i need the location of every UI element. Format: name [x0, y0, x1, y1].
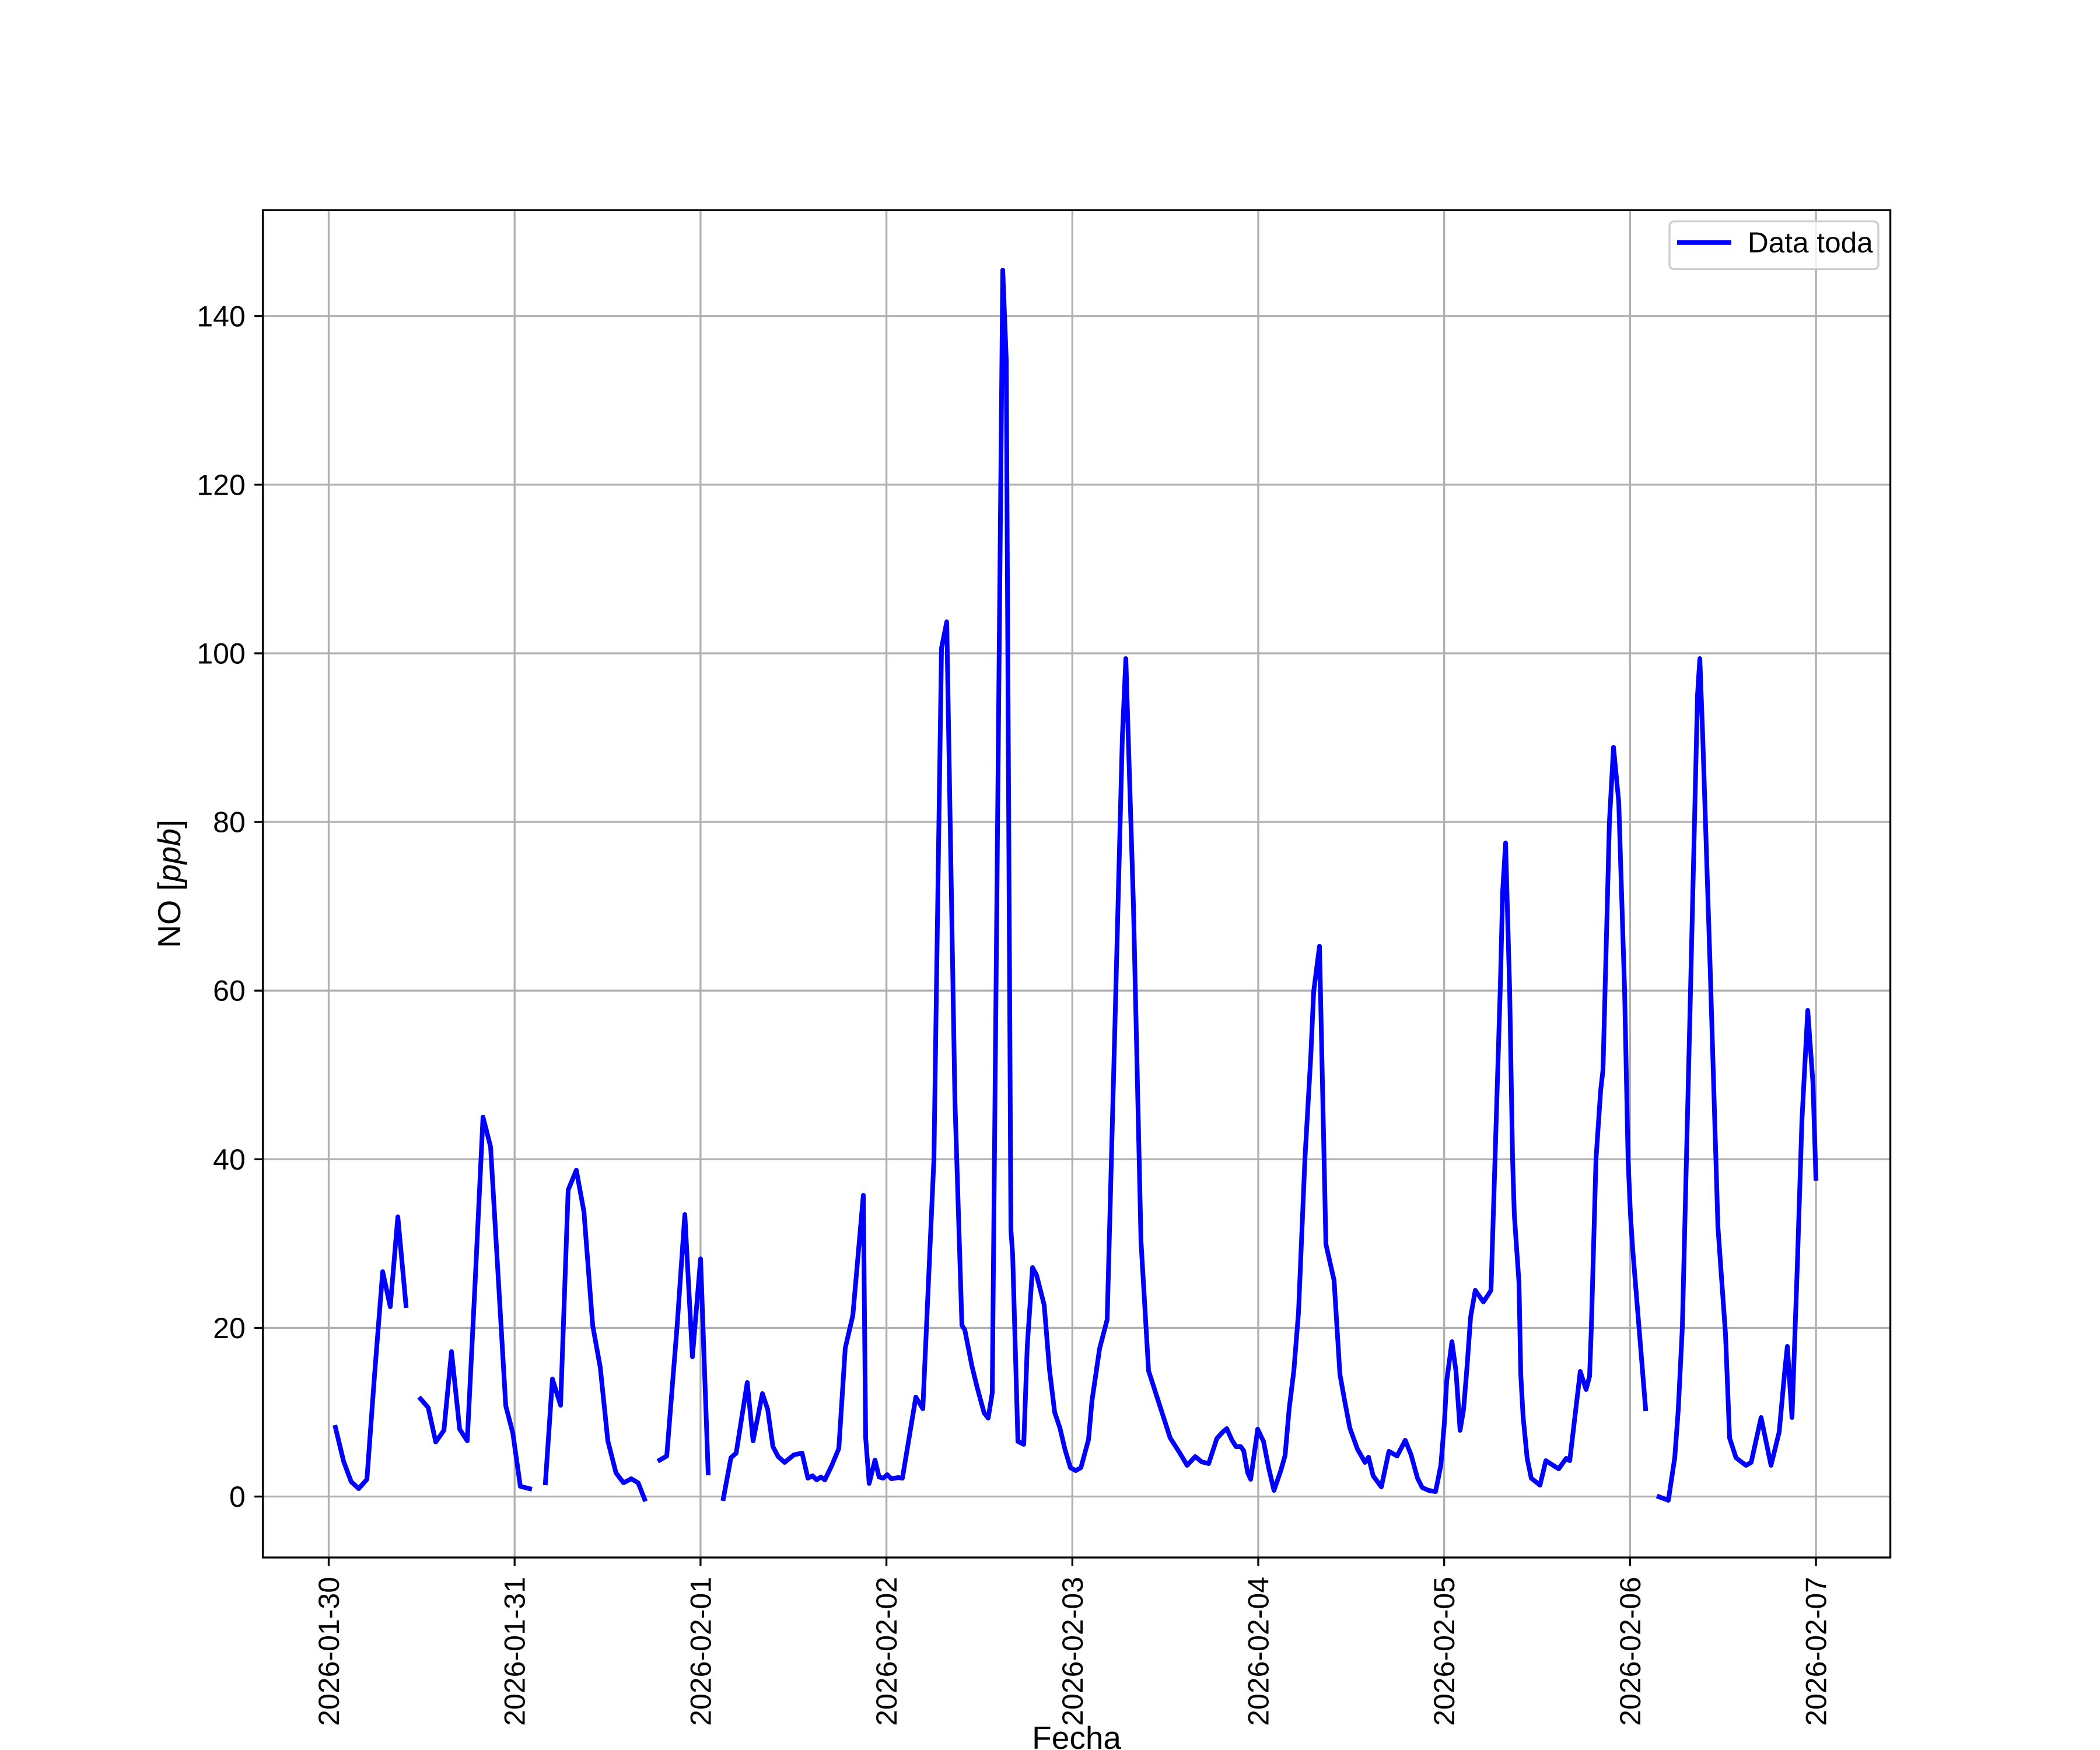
svg-text:20: 20: [213, 1312, 246, 1345]
svg-text:140: 140: [197, 300, 245, 332]
svg-text:2026-02-06: 2026-02-06: [1614, 1577, 1647, 1726]
svg-text:2026-02-05: 2026-02-05: [1428, 1577, 1461, 1726]
svg-text:80: 80: [213, 806, 246, 839]
svg-text:Fecha: Fecha: [1032, 1720, 1121, 1750]
svg-text:2026-02-03: 2026-02-03: [1056, 1577, 1089, 1726]
svg-text:100: 100: [197, 638, 245, 670]
svg-text:120: 120: [197, 468, 245, 501]
svg-text:2026-02-02: 2026-02-02: [870, 1577, 903, 1726]
svg-text:60: 60: [213, 975, 246, 1007]
svg-text:2026-02-07: 2026-02-07: [1800, 1577, 1833, 1726]
svg-text:2026-02-01: 2026-02-01: [684, 1577, 717, 1726]
svg-text:Data toda: Data toda: [1748, 227, 1873, 259]
svg-text:2026-01-30: 2026-01-30: [313, 1577, 345, 1726]
svg-text:2026-01-31: 2026-01-31: [499, 1577, 531, 1726]
svg-text:0: 0: [229, 1480, 246, 1513]
svg-text:NO [ppb]: NO [ppb]: [151, 820, 187, 948]
svg-text:40: 40: [213, 1143, 246, 1176]
svg-text:2026-02-04: 2026-02-04: [1242, 1577, 1275, 1726]
